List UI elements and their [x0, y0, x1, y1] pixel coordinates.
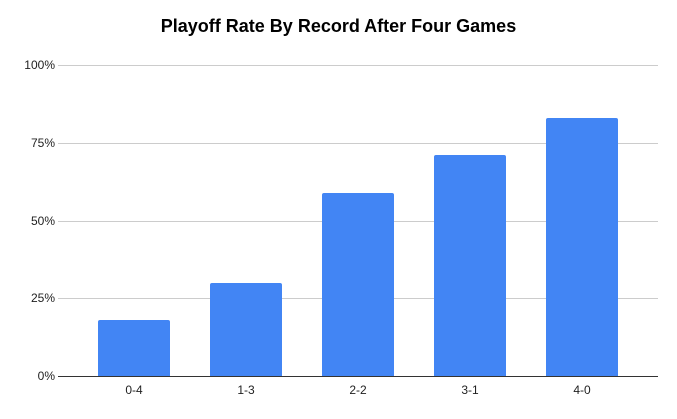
y-tick-label-100%: 100%	[24, 58, 55, 72]
plot-area	[58, 65, 658, 377]
x-tick-label-0-4: 0-4	[125, 383, 143, 397]
bar-0-4	[98, 320, 170, 376]
y-tick-label-75%: 75%	[30, 135, 55, 150]
bar-1-3	[210, 282, 282, 376]
gridline-100%	[58, 65, 658, 66]
x-tick-label-2-2: 2-2	[349, 383, 367, 397]
gridline-75%	[58, 142, 658, 144]
x-tick-label-4-0: 4-0	[573, 383, 591, 397]
y-tick-label-25%: 25%	[30, 291, 55, 306]
x-tick-label-1-3: 1-3	[237, 383, 255, 397]
bar-4-0	[546, 117, 618, 376]
bar-2-2	[322, 192, 394, 376]
bar-3-1	[434, 155, 506, 376]
x-tick-label-3-1: 3-1	[461, 383, 479, 397]
chart-title: Playoff Rate By Record After Four Games	[160, 16, 517, 36]
y-tick-label-0%: 0%	[37, 369, 55, 383]
y-tick-label-50%: 50%	[30, 213, 55, 228]
